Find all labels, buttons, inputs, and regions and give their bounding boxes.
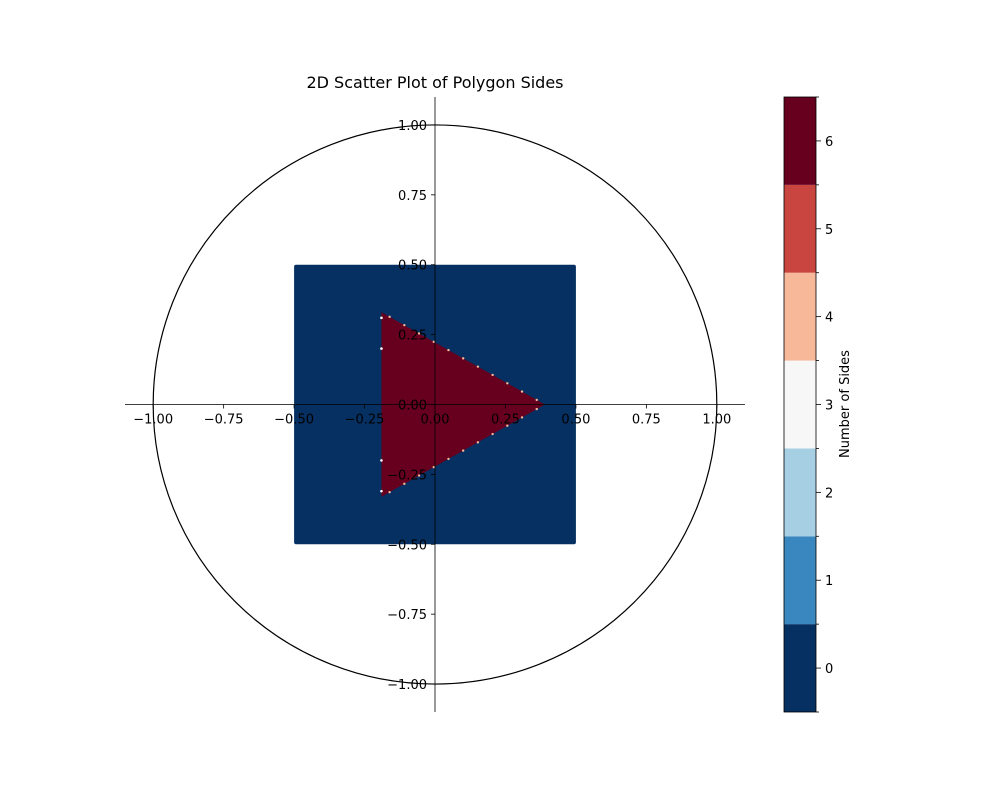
colorbar-segment xyxy=(784,97,816,185)
y-tick-label: 0.25 xyxy=(398,329,427,344)
edge-point xyxy=(380,489,383,493)
edge-point xyxy=(476,441,480,444)
colorbar-segment xyxy=(784,536,816,625)
edge-point xyxy=(461,357,465,360)
edge-point xyxy=(417,474,421,477)
edge-point xyxy=(476,365,480,368)
edge-point xyxy=(506,424,509,427)
edge-point xyxy=(380,316,383,320)
colorbar-tick-label: 3 xyxy=(825,399,833,414)
chart-title: 2D Scatter Plot of Polygon Sides xyxy=(306,73,563,92)
edge-point xyxy=(535,398,538,402)
colorbar-tick-label: 5 xyxy=(825,223,833,238)
edge-point xyxy=(447,348,450,352)
colorbar-segment xyxy=(784,624,816,712)
edge-point xyxy=(380,347,383,350)
axes: −1.00 −0.75 −0.50 −0.25 0.00 0.25 0.50 0.75 1.00… xyxy=(125,97,745,712)
edge-point xyxy=(520,416,524,419)
colorbar-segment xyxy=(784,184,816,273)
edge-point xyxy=(388,490,391,494)
x-tick-label: 0.00 xyxy=(421,413,450,428)
x-tick-label: 0.75 xyxy=(632,413,661,428)
edge-point xyxy=(520,390,524,393)
y-tick-label: −0.25 xyxy=(387,468,427,483)
y-tick-label: −0.75 xyxy=(387,608,427,623)
y-tick-label: −0.50 xyxy=(387,538,427,553)
colorbar-segment xyxy=(784,360,816,449)
y-tick-label: 0.00 xyxy=(398,399,427,414)
x-tick-label: −0.25 xyxy=(345,413,385,428)
colorbar-tick-label: 2 xyxy=(825,486,833,501)
edge-point xyxy=(417,332,421,335)
edge-point xyxy=(491,432,494,436)
colorbar-tick-label: 0 xyxy=(825,662,833,677)
x-tick-label: 0.25 xyxy=(491,413,520,428)
edge-point xyxy=(388,315,391,319)
edge-point xyxy=(461,449,465,452)
edge-point xyxy=(506,382,509,385)
x-tick-label: 1.00 xyxy=(702,413,731,428)
y-tick-label: −1.00 xyxy=(387,678,427,693)
edge-point xyxy=(432,340,435,343)
x-tick-label: −0.50 xyxy=(274,413,314,428)
colorbar-segment xyxy=(784,448,816,537)
y-tick-label: 0.50 xyxy=(398,259,427,274)
edge-point xyxy=(535,407,538,411)
edge-point xyxy=(380,459,383,462)
edge-point xyxy=(403,482,406,486)
x-tick-label: 0.50 xyxy=(561,413,590,428)
colorbar-label: Number of Sides xyxy=(838,350,853,458)
edge-point xyxy=(447,457,450,461)
colorbar: 0 1 2 3 4 5 6 xyxy=(783,96,833,713)
x-tick-label: −0.75 xyxy=(204,413,244,428)
colorbar-tick-label: 4 xyxy=(825,311,833,326)
edge-point xyxy=(432,466,435,469)
y-tick-label: 1.00 xyxy=(398,119,427,134)
colorbar-tick-label: 1 xyxy=(825,574,833,589)
y-tick-label: 0.75 xyxy=(398,189,427,204)
edge-point xyxy=(491,373,494,377)
colorbar-tick-label: 6 xyxy=(825,135,833,150)
edge-point xyxy=(403,323,406,327)
colorbar-segment xyxy=(784,272,816,361)
x-tick-label: −1.00 xyxy=(133,413,173,428)
